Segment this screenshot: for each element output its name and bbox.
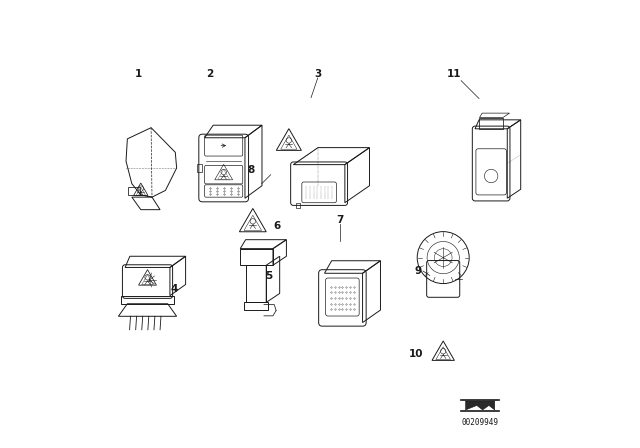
- Text: 10: 10: [409, 349, 424, 359]
- Text: 5: 5: [265, 271, 272, 280]
- Text: 2: 2: [207, 69, 214, 79]
- Text: 00209949: 00209949: [461, 418, 499, 426]
- Text: 4: 4: [171, 284, 178, 294]
- Text: 11: 11: [447, 69, 461, 79]
- Text: 8: 8: [247, 165, 254, 175]
- Polygon shape: [465, 401, 495, 410]
- Text: 9: 9: [415, 266, 422, 276]
- Text: 1: 1: [135, 69, 142, 79]
- Text: 7: 7: [337, 215, 344, 224]
- Text: 6: 6: [274, 221, 281, 231]
- Text: 3: 3: [314, 69, 321, 79]
